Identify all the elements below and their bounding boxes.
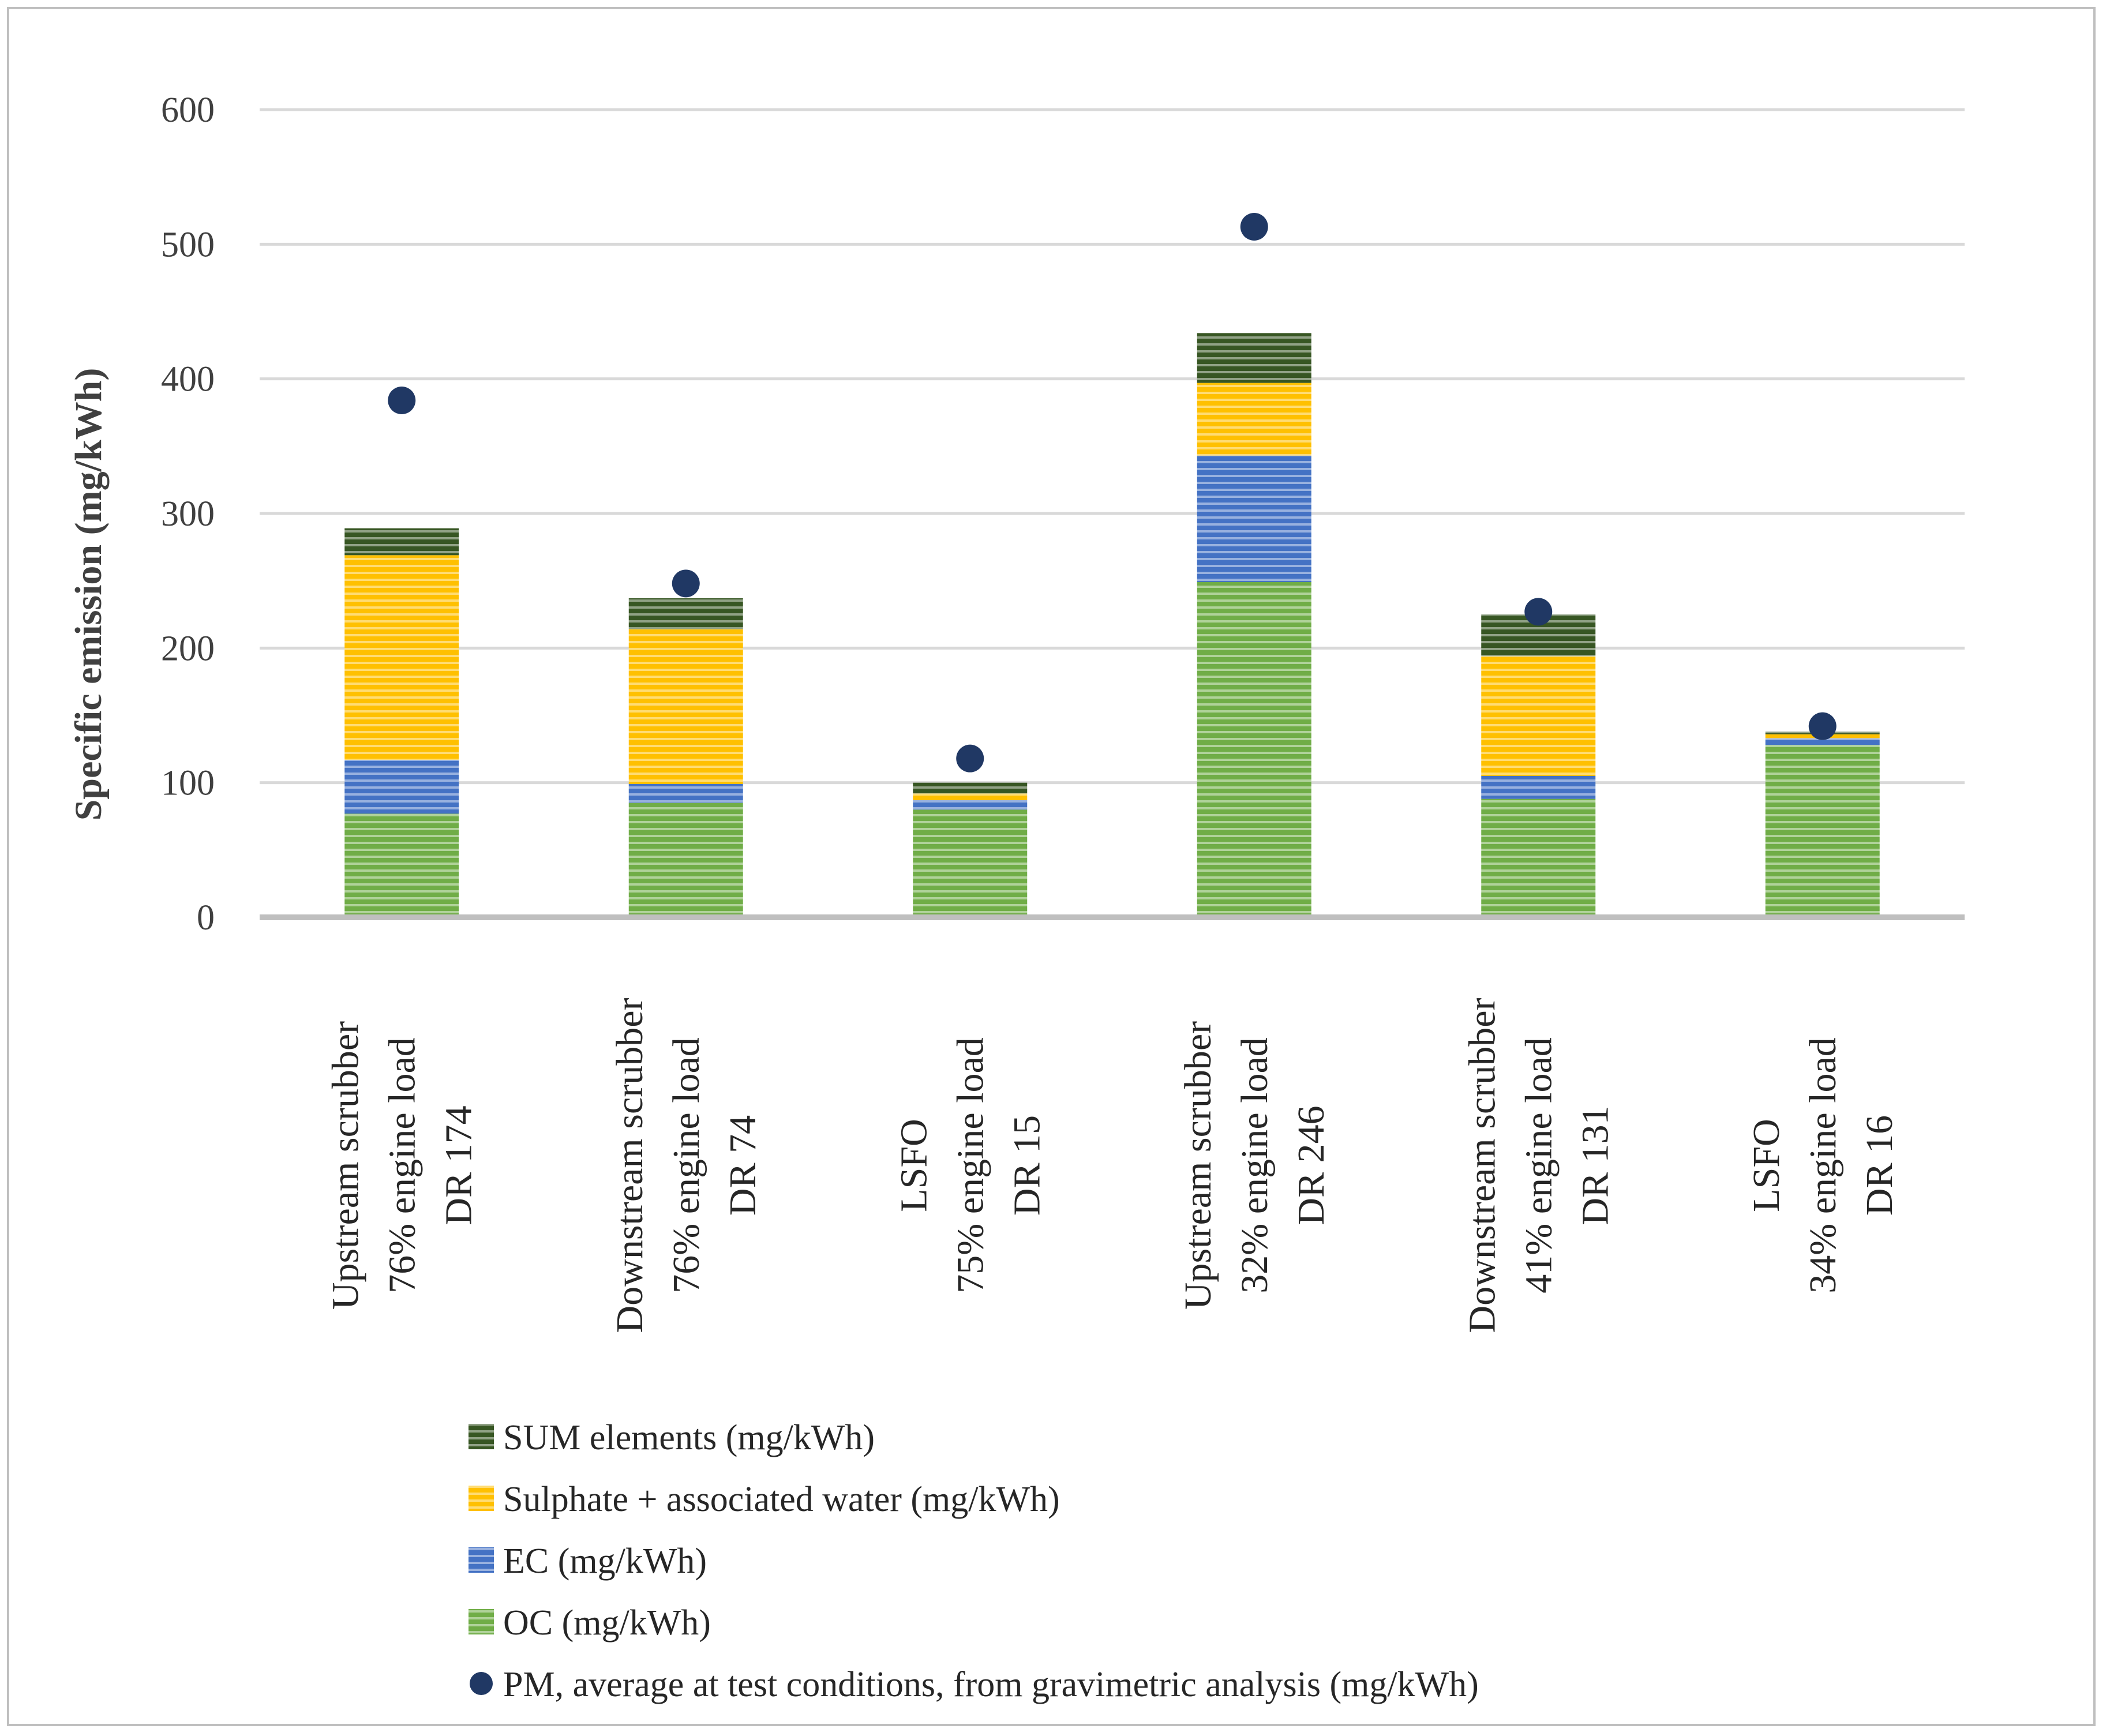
bar-segment	[913, 782, 1028, 794]
pm-point	[1240, 213, 1268, 241]
pm-point	[672, 569, 700, 598]
legend-label: PM, average at test conditions, from gra…	[503, 1665, 1479, 1704]
y-tick-label: 300	[161, 494, 215, 534]
pm-point	[1808, 712, 1837, 740]
bar-segment	[344, 555, 459, 760]
legend-swatch	[469, 1486, 494, 1511]
bar-segment	[1481, 776, 1596, 799]
bar-segment	[344, 813, 459, 917]
bar-segment	[628, 784, 743, 803]
x-tick-label: DR 16	[1858, 1115, 1901, 1216]
bar-segment	[344, 760, 459, 814]
bar-segment	[1765, 745, 1880, 917]
y-axis-ticks: 0 100 200 300 400 500 600	[161, 91, 215, 938]
x-tick-label: DR 15	[1006, 1115, 1048, 1216]
x-tick-label: DR 246	[1290, 1105, 1332, 1225]
bar-segment	[913, 800, 1028, 810]
pm-point	[388, 387, 416, 414]
x-tick-label: Downstream scrubber	[1461, 998, 1503, 1333]
bar-segment	[913, 793, 1028, 800]
x-tick-label: Upstream scrubber	[324, 1021, 366, 1310]
bar-segment	[1481, 656, 1596, 776]
x-tick-label: LSFO	[893, 1119, 935, 1212]
x-tick-label: DR 174	[437, 1105, 479, 1225]
x-tick-label: LSFO	[1745, 1119, 1787, 1212]
y-tick-label: 0	[197, 898, 215, 938]
legend-marker	[470, 1672, 493, 1695]
x-tick-label: 76% engine load	[665, 1037, 707, 1293]
x-tick-label: 34% engine load	[1802, 1037, 1844, 1293]
y-axis-title: Specific emission (mg/kWh)	[68, 368, 110, 821]
y-tick-label: 500	[161, 225, 215, 264]
legend-swatch	[469, 1609, 494, 1634]
y-tick-label: 600	[161, 91, 215, 130]
bar-segment	[1197, 383, 1311, 456]
x-tick-label: DR 74	[722, 1115, 764, 1216]
y-tick-label: 200	[161, 629, 215, 668]
pm-points	[388, 213, 1837, 773]
x-tick-label: Downstream scrubber	[609, 998, 651, 1333]
bar-segment	[1197, 455, 1311, 582]
x-tick-label: 41% engine load	[1517, 1037, 1560, 1293]
legend-swatch	[469, 1547, 494, 1573]
legend-label: SUM elements (mg/kWh)	[503, 1418, 875, 1457]
bar-segment	[1197, 333, 1311, 383]
bar-segment	[1765, 738, 1880, 745]
bars	[344, 333, 1880, 917]
pm-point	[1524, 598, 1553, 626]
x-axis-labels: Upstream scrubber 76% engine load DR 174 Do…	[324, 998, 1901, 1333]
legend-swatch	[469, 1424, 494, 1449]
bar-segment	[628, 598, 743, 629]
x-tick-label: 32% engine load	[1234, 1037, 1276, 1293]
legend: SUM elements (mg/kWh) Sulphate + associat…	[469, 1418, 1479, 1704]
bar-segment	[628, 629, 743, 784]
bar-segment	[344, 528, 459, 556]
y-tick-label: 400	[161, 360, 215, 399]
gridlines	[260, 108, 1965, 919]
legend-label: EC (mg/kWh)	[503, 1542, 707, 1581]
legend-label: OC (mg/kWh)	[503, 1603, 711, 1643]
bar-segment	[628, 803, 743, 917]
x-tick-label: 76% engine load	[381, 1037, 423, 1293]
legend-label: Sulphate + associated water (mg/kWh)	[503, 1480, 1060, 1519]
bar-segment	[913, 809, 1028, 917]
bar-segment	[1481, 798, 1596, 917]
bar-segment	[1197, 582, 1311, 917]
pm-point	[956, 744, 984, 773]
x-tick-label: Upstream scrubber	[1177, 1021, 1219, 1310]
x-tick-label: 75% engine load	[949, 1037, 991, 1293]
x-tick-label: DR 131	[1574, 1105, 1616, 1225]
y-tick-label: 100	[161, 764, 215, 803]
